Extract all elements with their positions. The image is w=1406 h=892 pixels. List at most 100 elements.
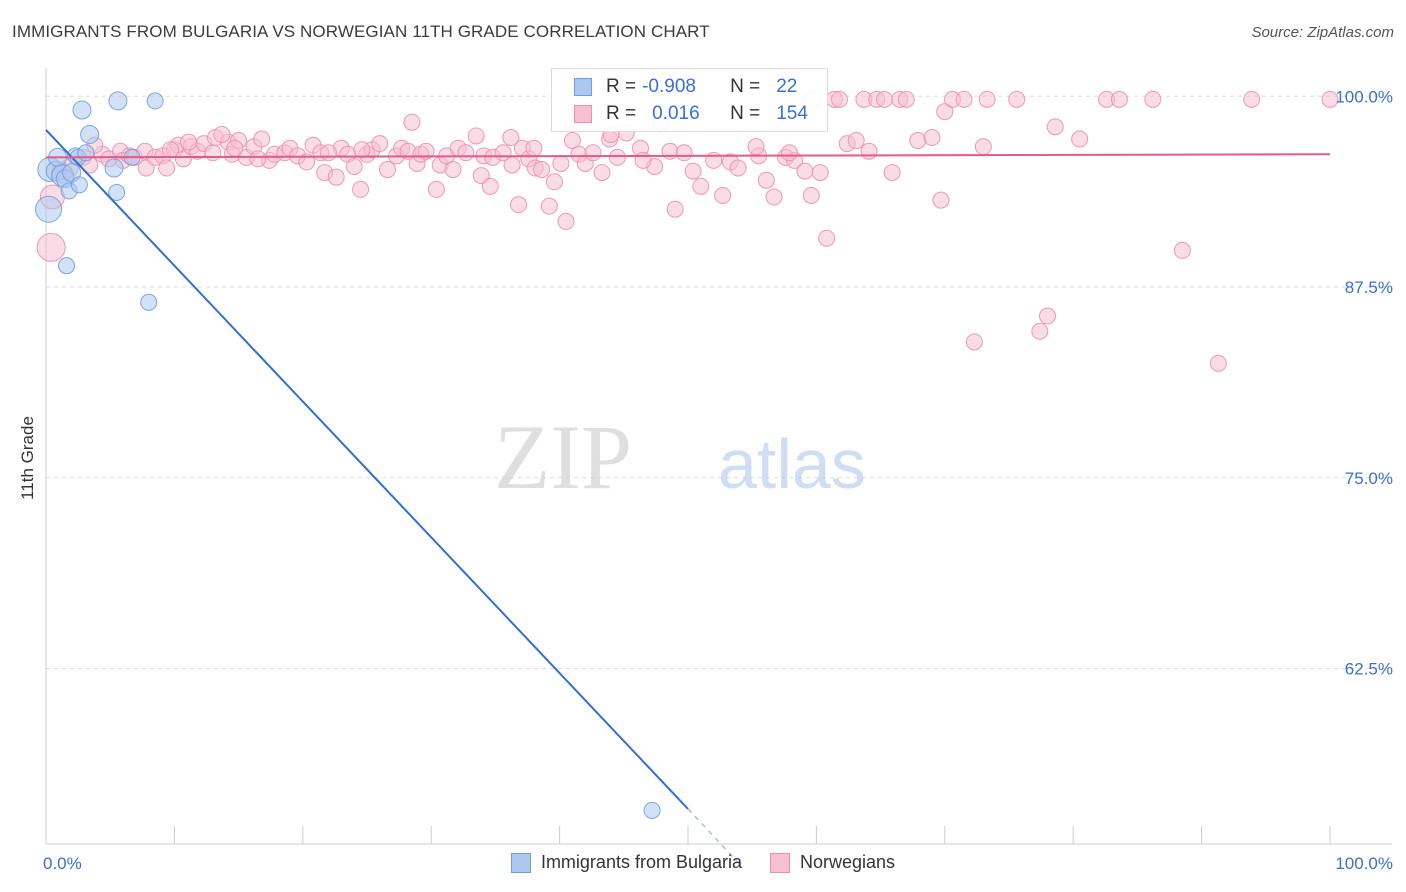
bulgaria-point xyxy=(80,124,100,144)
legend-swatch-bulgaria xyxy=(574,78,592,96)
norwegians-point xyxy=(319,144,337,162)
norwegians-point xyxy=(298,153,316,171)
norwegians-point xyxy=(818,229,836,247)
stats-legend: R = -0.908 N = 22 R = 0.016 N = 154 xyxy=(551,68,828,132)
norwegians-point xyxy=(226,139,244,157)
axis-layer xyxy=(45,68,1392,845)
norwegians-point xyxy=(1046,118,1064,136)
norwegians-point xyxy=(352,180,370,198)
norwegians-point xyxy=(780,144,798,162)
grid-layer xyxy=(46,95,1390,670)
norwegians-point xyxy=(213,125,231,143)
legend-n-value-norwegians: 154 xyxy=(776,103,808,124)
norwegians-point xyxy=(403,113,421,131)
legend-r-label: R = xyxy=(606,103,637,124)
norwegians-point xyxy=(481,177,499,195)
norwegians-point xyxy=(545,173,563,191)
norwegians-point xyxy=(1144,90,1162,108)
bulgaria-point xyxy=(104,158,124,178)
norwegians-point xyxy=(204,144,222,162)
norwegians-point xyxy=(162,141,180,159)
legend-swatch-bulgaria xyxy=(510,852,531,873)
watermark-zip: ZIP xyxy=(494,406,632,508)
norwegians-point xyxy=(1173,241,1191,259)
bulgaria-point xyxy=(77,144,95,162)
bulgaria-point xyxy=(70,176,88,194)
norwegians-point xyxy=(936,103,954,121)
norwegians-point xyxy=(978,90,996,108)
norwegians-point xyxy=(417,142,435,160)
norwegians-point xyxy=(444,161,462,179)
norwegians-point xyxy=(427,180,445,198)
norwegians-point xyxy=(909,132,927,150)
norwegians-point xyxy=(533,161,551,179)
norwegians-point xyxy=(584,144,602,162)
norwegians-point xyxy=(923,129,941,147)
norwegians-point xyxy=(180,133,198,151)
norwegians-point xyxy=(811,164,829,182)
norwegians-point xyxy=(974,138,992,156)
norwegians-point xyxy=(1209,354,1227,372)
norwegians-point xyxy=(371,135,389,153)
y-tick-label: 75.0% xyxy=(1345,469,1393,488)
norwegians-point xyxy=(327,168,345,186)
norwegians-point xyxy=(675,144,693,162)
bulgaria-point xyxy=(72,100,92,120)
legend-row-bulgaria: R = -0.908 N = 22 xyxy=(574,75,797,99)
bulgaria-point xyxy=(35,195,63,223)
norwegians-point xyxy=(457,144,475,162)
norwegians-point xyxy=(1110,90,1128,108)
norwegians-point xyxy=(634,151,652,169)
norwegians-point xyxy=(552,154,570,172)
legend-n-value-bulgaria: 22 xyxy=(776,76,798,97)
norwegians-point xyxy=(692,177,710,195)
norwegians-point xyxy=(608,148,626,166)
bulgaria-point xyxy=(108,91,128,111)
norwegians-point xyxy=(1031,322,1049,340)
norwegians-point xyxy=(965,333,983,351)
watermark: ZIP atlas xyxy=(494,406,866,508)
legend-swatch-norwegians xyxy=(770,852,790,873)
norwegians-point xyxy=(796,162,814,180)
norwegians-point xyxy=(1008,90,1026,108)
norwegians-point xyxy=(467,127,485,145)
norwegians-point xyxy=(897,90,915,108)
norwegians-point xyxy=(729,159,747,177)
bulgaria-point xyxy=(146,92,164,110)
norwegians-point xyxy=(525,139,543,157)
legend-r-value-norwegians: 0.016 xyxy=(652,103,700,124)
norwegians-point xyxy=(860,142,878,160)
norwegians-point xyxy=(1071,130,1089,148)
legend-item-bulgaria[interactable]: Immigrants from Bulgaria xyxy=(510,852,742,873)
bulgaria-point xyxy=(643,801,661,819)
bulgaria-point xyxy=(58,257,76,275)
bulgaria-point xyxy=(108,183,126,201)
legend-swatch-norwegians xyxy=(574,105,592,123)
norwegians-point xyxy=(883,164,901,182)
legend-r-label: R = xyxy=(606,76,637,97)
legend-label-bulgaria: Immigrants from Bulgaria xyxy=(540,852,742,872)
y-tick-label: 100.0% xyxy=(1335,87,1393,106)
norwegians-point xyxy=(249,150,267,168)
series-bulgaria-points xyxy=(35,91,661,819)
norwegians-point xyxy=(353,141,371,159)
norwegians-point xyxy=(757,171,775,189)
legend-item-norwegians[interactable]: Norwegians xyxy=(770,852,895,873)
x-tick-label-max: 100.0% xyxy=(1335,854,1393,873)
norwegians-point xyxy=(684,162,702,180)
legend-n-label: N = xyxy=(730,103,761,124)
bulgaria-trend-extension xyxy=(687,808,740,865)
norwegians-point xyxy=(831,90,849,108)
legend-row-norwegians: R = 0.016 N = 154 xyxy=(574,102,808,126)
legend-label-norwegians: Norwegians xyxy=(800,852,896,872)
norwegians-point xyxy=(36,232,66,262)
norwegians-point xyxy=(714,186,732,204)
norwegians-point xyxy=(557,212,575,230)
chart-title: IMMIGRANTS FROM BULGARIA VS NORWEGIAN 11… xyxy=(12,22,710,41)
y-tick-label: 87.5% xyxy=(1345,278,1393,297)
norwegians-point xyxy=(253,130,271,148)
norwegians-trend-line xyxy=(45,153,1331,159)
norwegians-point xyxy=(510,196,528,214)
norwegians-point xyxy=(563,132,581,150)
